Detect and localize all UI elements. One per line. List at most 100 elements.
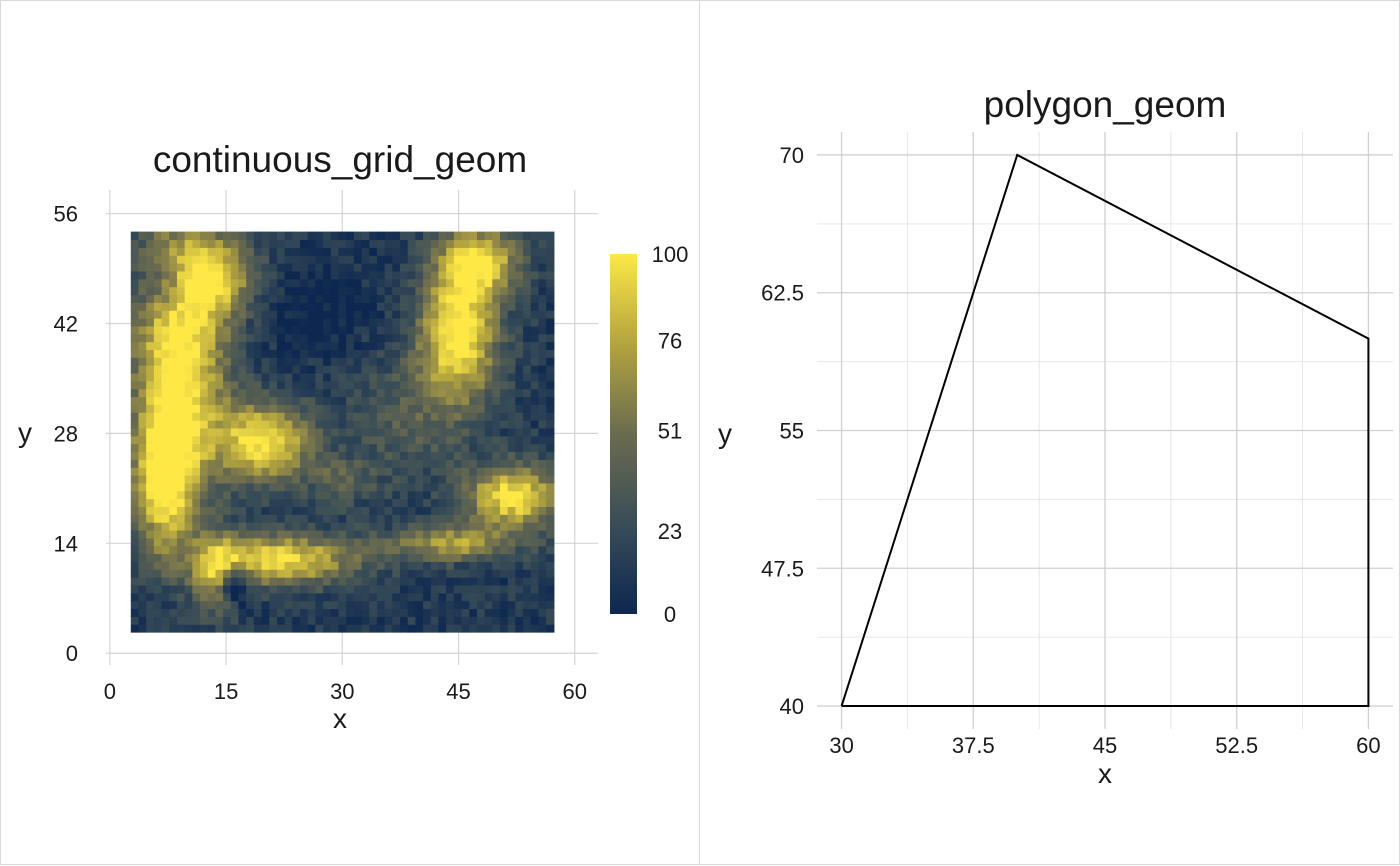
heatmap-cell <box>423 420 432 429</box>
heatmap-cell <box>530 255 540 264</box>
heatmap-cell <box>207 569 216 578</box>
heatmap-cell <box>215 310 224 319</box>
heatmap-cell <box>438 506 447 515</box>
heatmap-cell <box>499 443 509 453</box>
heatmap-cell <box>384 239 393 248</box>
heatmap-cell <box>507 624 516 633</box>
heatmap-cell <box>261 624 270 633</box>
heatmap-cell <box>438 372 447 382</box>
heatmap-cell <box>261 522 270 531</box>
heatmap-cell <box>338 396 347 405</box>
heatmap-cell <box>192 498 201 507</box>
heatmap-cell <box>384 278 393 288</box>
heatmap-cell <box>430 459 440 468</box>
heatmap-cell <box>438 577 447 586</box>
heatmap-cell <box>430 624 440 633</box>
heatmap-cell <box>407 443 416 453</box>
heatmap-cell <box>392 396 401 405</box>
heatmap-cell <box>269 537 278 547</box>
heatmap-cell <box>546 529 555 539</box>
heatmap-cell <box>215 372 224 382</box>
heatmap-cell <box>492 317 501 327</box>
heatmap-cell <box>161 584 170 594</box>
heatmap-cell <box>346 545 355 555</box>
heatmap-cell <box>223 341 232 350</box>
heatmap-cell <box>138 349 147 358</box>
heatmap-cell <box>153 569 163 578</box>
heatmap-cell <box>207 490 216 500</box>
heatmap-cell <box>176 270 186 280</box>
heatmap-cell <box>523 545 532 555</box>
heatmap-cell <box>376 231 386 241</box>
heatmap-cell <box>300 310 309 319</box>
heatmap-cell <box>530 372 540 382</box>
heatmap-cell <box>492 624 501 633</box>
heatmap-cell <box>400 545 409 555</box>
heatmap-cell <box>423 412 432 421</box>
heatmap-cell <box>276 325 286 335</box>
heatmap-cell <box>330 365 340 374</box>
heatmap-cell <box>315 372 324 382</box>
heatmap-cell <box>376 584 386 594</box>
heatmap-cell <box>315 263 324 272</box>
heatmap-cell <box>492 420 501 429</box>
heatmap-cell <box>323 475 332 484</box>
heatmap-cell <box>430 404 440 413</box>
heatmap-cell <box>376 577 386 586</box>
heatmap-cell <box>407 341 416 350</box>
heatmap-cell <box>300 514 309 523</box>
heatmap-cell <box>453 286 463 296</box>
heatmap-cell <box>153 388 163 398</box>
heatmap-cell <box>407 396 416 405</box>
heatmap-cell <box>461 443 470 453</box>
heatmap-cell <box>400 372 409 382</box>
heatmap-cell <box>376 624 386 633</box>
heatmap-cell <box>469 333 478 343</box>
heatmap-cell <box>492 443 501 453</box>
heatmap-cell <box>461 357 470 366</box>
heatmap-cell <box>492 372 501 382</box>
heatmap-cell <box>269 231 278 241</box>
heatmap-cell <box>453 482 463 492</box>
heatmap-cell <box>515 286 524 296</box>
heatmap-cell <box>207 584 216 594</box>
heatmap-cell <box>453 404 463 413</box>
heatmap-cell <box>192 325 201 335</box>
heatmap-cell <box>484 537 493 547</box>
heatmap-cell <box>153 482 163 492</box>
heatmap-cell <box>461 577 470 586</box>
heatmap-cell <box>369 592 378 602</box>
heatmap-cell <box>430 561 440 570</box>
heatmap-cell <box>530 467 540 476</box>
heatmap-cell <box>546 294 555 303</box>
heatmap-cell <box>476 522 486 531</box>
heatmap-cell <box>230 459 240 468</box>
heatmap-cell <box>176 577 186 586</box>
x-tick-label: 45 <box>446 679 470 704</box>
heatmap-cell <box>407 420 416 429</box>
heatmap-cell <box>446 255 455 264</box>
heatmap-cell <box>507 239 516 248</box>
heatmap-cell <box>307 365 316 374</box>
heatmap-cell <box>307 302 316 311</box>
heatmap-cell <box>284 482 293 492</box>
heatmap-cell <box>176 553 186 562</box>
heatmap-cell <box>538 317 547 327</box>
heatmap-cell <box>392 278 401 288</box>
heatmap-cell <box>507 514 516 523</box>
heatmap-cell <box>323 522 332 531</box>
heatmap-cell <box>469 412 478 421</box>
heatmap-cell <box>215 286 224 296</box>
heatmap-cell <box>215 537 224 547</box>
heatmap-cell <box>530 270 540 280</box>
heatmap-cell <box>361 341 370 350</box>
heatmap-cell <box>192 608 201 617</box>
heatmap-cell <box>507 357 516 366</box>
heatmap-cell <box>276 553 286 562</box>
heatmap-cell <box>207 577 216 586</box>
heatmap-cell <box>207 467 216 476</box>
heatmap-cell <box>330 420 340 429</box>
heatmap-cell <box>307 506 316 515</box>
heatmap-cell <box>461 380 470 390</box>
